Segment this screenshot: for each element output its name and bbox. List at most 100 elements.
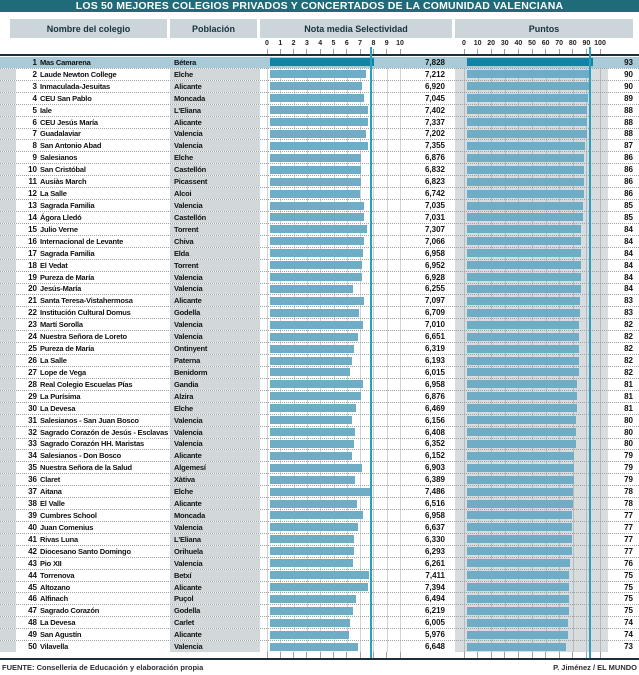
rank-strip xyxy=(0,92,16,104)
axis-tick-mark xyxy=(359,49,361,54)
axis-tick-mark xyxy=(517,49,519,54)
puntos-bar-cell xyxy=(458,93,611,104)
town-cell: Castellón xyxy=(170,211,260,223)
table-row: 41 Rivas Luna L'Eliana 6,330 77 xyxy=(0,532,639,545)
puntos-bar-cell xyxy=(458,200,611,211)
nota-bar-cell xyxy=(260,248,415,259)
school-name-cell: La Purísima xyxy=(40,391,81,401)
rank-strip xyxy=(0,164,16,176)
nota-value-cell: 7,411 xyxy=(425,570,445,580)
town-cell: Algemesí xyxy=(170,462,260,474)
puntos-value-cell: 81 xyxy=(624,391,633,401)
nota-bar-cell xyxy=(260,510,415,521)
school-name-cell: Aitana xyxy=(40,487,62,497)
table-row: 46 Alfinach Puçol 6,494 75 xyxy=(0,592,639,605)
gap xyxy=(445,415,458,426)
column-header-name: Nombre del colegio xyxy=(10,19,167,38)
puntos-value-cell: 76 xyxy=(624,558,633,568)
rank-strip xyxy=(0,366,16,378)
puntos-bar xyxy=(467,630,568,639)
puntos-bar xyxy=(467,70,590,79)
axis-tick-mark xyxy=(504,652,506,658)
rank-cell: 39 xyxy=(28,510,37,520)
puntos-bar xyxy=(467,523,572,532)
nota-bar xyxy=(270,428,356,437)
nota-bar-cell xyxy=(260,260,415,271)
school-name-cell: El Vedat xyxy=(40,260,68,270)
bottom-axis-ticks xyxy=(0,652,639,658)
school-name-cell: Cumbres School xyxy=(40,510,97,520)
rank-strip xyxy=(0,235,16,247)
rank-cell: 10 xyxy=(28,165,37,175)
puntos-bar-cell xyxy=(458,570,611,581)
nota-bar xyxy=(270,499,357,508)
puntos-bar-cell xyxy=(458,355,611,366)
table-row: 8 San Antonio Abad Valencia 7,355 87 xyxy=(0,139,639,152)
school-name-cell: San Agustín xyxy=(40,630,82,640)
nota-value-cell: 6,958 xyxy=(424,510,445,520)
rank-strip xyxy=(0,486,16,498)
puntos-bar-cell xyxy=(458,69,611,80)
gap xyxy=(445,117,458,128)
rank-strip xyxy=(0,211,16,223)
axis-tick-mark xyxy=(359,652,361,658)
rank-strip xyxy=(0,247,16,259)
nota-bar xyxy=(270,129,366,138)
nota-value-cell: 6,005 xyxy=(424,618,445,628)
gap xyxy=(445,605,458,616)
table-row: 18 El Vedat Torrent 6,952 84 xyxy=(0,258,639,271)
school-name-cell: Internacional de Levante xyxy=(40,236,124,246)
rank-cell: 35 xyxy=(28,463,37,473)
puntos-bar xyxy=(467,237,582,246)
column-header-town-label: Población xyxy=(191,23,235,34)
nota-bar-cell xyxy=(260,164,415,175)
town-cell: Valencia xyxy=(170,140,260,152)
nota-bar-cell xyxy=(260,427,415,438)
rank-strip xyxy=(0,295,16,307)
puntos-bar xyxy=(467,153,584,162)
nota-value-cell: 6,958 xyxy=(424,248,445,258)
gap xyxy=(445,69,458,80)
puntos-value-cell: 86 xyxy=(624,189,633,199)
rank-strip xyxy=(0,128,16,140)
puntos-value-cell: 84 xyxy=(624,272,633,282)
puntos-value-cell: 87 xyxy=(624,141,633,151)
nota-value-cell: 6,352 xyxy=(424,439,445,449)
axis-tick-label: 20 xyxy=(487,40,496,47)
gap xyxy=(445,176,458,187)
nota-bar xyxy=(270,416,352,425)
axis-tick-mark xyxy=(545,49,547,54)
puntos-bar xyxy=(467,118,587,127)
puntos-value-cell: 82 xyxy=(624,367,633,377)
axis-tick-label: 70 xyxy=(555,40,564,47)
axis-tick-mark xyxy=(372,652,374,658)
axis-tick-mark xyxy=(266,49,268,54)
town-cell: Paterna xyxy=(170,355,260,366)
nota-bar xyxy=(270,535,355,544)
puntos-bar-cell xyxy=(458,331,611,342)
puntos-bar-cell xyxy=(458,224,611,235)
school-name-cell: Nuestra Señora de la Salud xyxy=(40,463,132,473)
rank-strip xyxy=(0,331,16,343)
town-cell: Torrent xyxy=(170,259,260,271)
gap xyxy=(445,462,458,473)
nota-bar-cell xyxy=(260,641,415,652)
school-name-cell: Mas Camarena xyxy=(40,57,91,67)
gap xyxy=(445,510,458,521)
puntos-bar xyxy=(467,583,569,592)
rank-cell: 20 xyxy=(28,284,37,294)
axis-tick-mark xyxy=(572,652,574,658)
puntos-bar xyxy=(467,416,576,425)
rank-strip xyxy=(0,176,16,188)
nota-bar-cell xyxy=(260,284,415,295)
town-cell: Benidorm xyxy=(170,366,260,378)
puntos-bar xyxy=(467,475,575,484)
gap xyxy=(445,331,458,342)
column-header-nota: Nota media Selectividad xyxy=(260,19,452,38)
puntos-bar xyxy=(467,249,582,258)
nota-bar-cell xyxy=(260,200,415,211)
puntos-value-cell: 80 xyxy=(624,427,633,437)
puntos-value-cell: 84 xyxy=(624,284,633,294)
puntos-bar-cell xyxy=(458,140,611,151)
